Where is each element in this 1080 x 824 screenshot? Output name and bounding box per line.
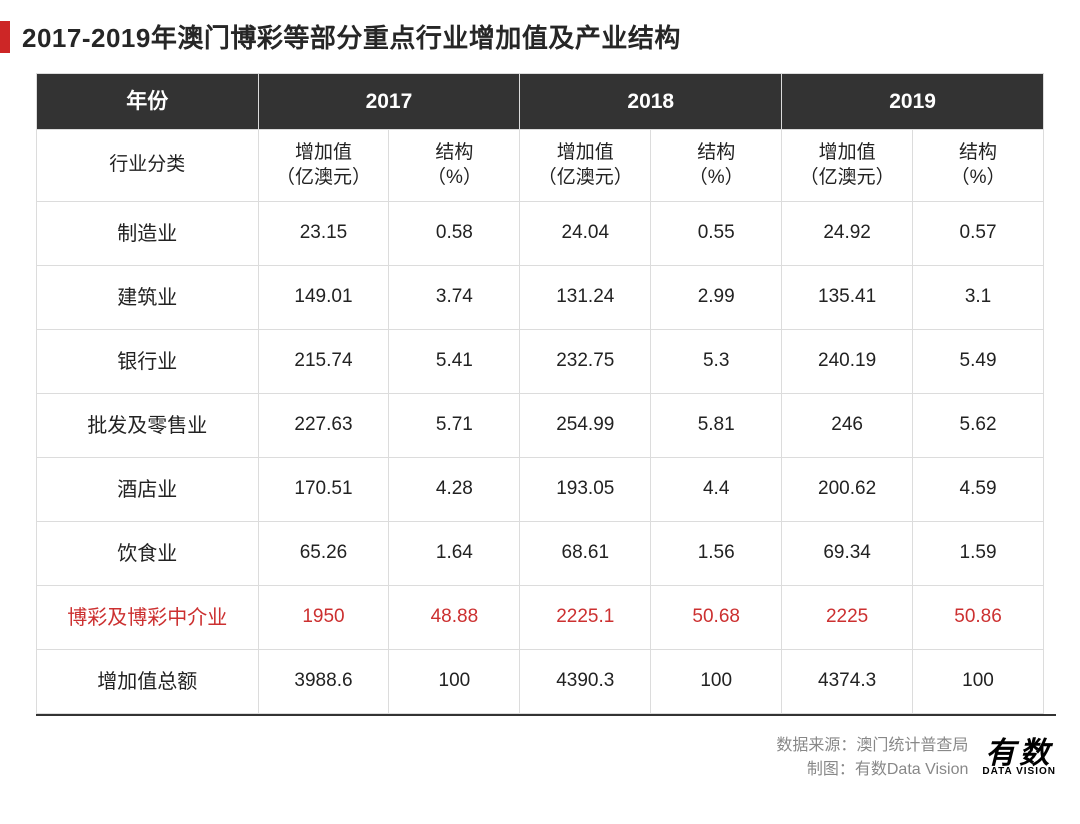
value-cell: 193.05 (520, 458, 651, 522)
pct-cell: 4.59 (913, 458, 1044, 522)
table-row: 博彩及博彩中介业195048.882225.150.68222550.86 (37, 586, 1044, 650)
pct-cell: 100 (913, 650, 1044, 714)
pct-cell: 0.58 (389, 202, 520, 266)
pct-cell: 48.88 (389, 586, 520, 650)
table-row: 饮食业65.261.6468.611.5669.341.59 (37, 522, 1044, 586)
row-label-cell: 酒店业 (37, 458, 259, 522)
header-structure-2018: 结构（%） (651, 130, 782, 202)
value-cell: 23.15 (258, 202, 389, 266)
value-cell: 131.24 (520, 266, 651, 330)
pct-cell: 5.81 (651, 394, 782, 458)
pct-cell: 100 (651, 650, 782, 714)
footer-logo-main: 有数 (985, 739, 1053, 769)
value-cell: 246 (782, 394, 913, 458)
pct-cell: 2.99 (651, 266, 782, 330)
row-label-cell: 饮食业 (37, 522, 259, 586)
value-cell: 65.26 (258, 522, 389, 586)
value-cell: 215.74 (258, 330, 389, 394)
header-year-2019: 2019 (782, 74, 1044, 130)
header-value-2019: 增加值（亿澳元） (782, 130, 913, 202)
value-cell: 135.41 (782, 266, 913, 330)
value-cell: 170.51 (258, 458, 389, 522)
value-cell: 149.01 (258, 266, 389, 330)
value-cell: 240.19 (782, 330, 913, 394)
footer-logo-sub: DATA VISION (982, 767, 1056, 777)
header-industry-label: 行业分类 (37, 130, 259, 202)
row-label-cell: 银行业 (37, 330, 259, 394)
table-row: 酒店业170.514.28193.054.4200.624.59 (37, 458, 1044, 522)
page-title: 2017-2019年澳门博彩等部分重点行业增加值及产业结构 (22, 18, 681, 55)
table-row: 银行业215.745.41232.755.3240.195.49 (37, 330, 1044, 394)
table-row: 增加值总额3988.61004390.31004374.3100 (37, 650, 1044, 714)
page-header: 2017-2019年澳门博彩等部分重点行业增加值及产业结构 (0, 0, 1080, 73)
page-footer: 数据来源：澳门统计普查局 制图：有数Data Vision 有数 DATA VI… (0, 734, 1080, 782)
value-cell: 3988.6 (258, 650, 389, 714)
header-structure-2019: 结构（%） (913, 130, 1044, 202)
row-label-cell: 制造业 (37, 202, 259, 266)
table-body: 制造业23.150.5824.040.5524.920.57建筑业149.013… (37, 202, 1044, 714)
footer-credits: 数据来源：澳门统计普查局 制图：有数Data Vision (776, 734, 968, 782)
footer-source-value: 澳门统计普查局 (856, 737, 968, 754)
value-cell: 4374.3 (782, 650, 913, 714)
industry-table: 年份 2017 2018 2019 行业分类 增加值（亿澳元） 结构（%） 增加… (36, 73, 1044, 714)
header-value-2018: 增加值（亿澳元） (520, 130, 651, 202)
value-cell: 232.75 (520, 330, 651, 394)
header-year-2017: 2017 (258, 74, 520, 130)
value-cell: 200.62 (782, 458, 913, 522)
table-row: 建筑业149.013.74131.242.99135.413.1 (37, 266, 1044, 330)
pct-cell: 4.28 (389, 458, 520, 522)
pct-cell: 0.57 (913, 202, 1044, 266)
pct-cell: 50.86 (913, 586, 1044, 650)
table-header-columns: 行业分类 增加值（亿澳元） 结构（%） 增加值（亿澳元） 结构（%） 增加值（亿… (37, 130, 1044, 202)
pct-cell: 0.55 (651, 202, 782, 266)
value-cell: 68.61 (520, 522, 651, 586)
pct-cell: 5.49 (913, 330, 1044, 394)
row-label-cell: 博彩及博彩中介业 (37, 586, 259, 650)
pct-cell: 50.68 (651, 586, 782, 650)
pct-cell: 1.64 (389, 522, 520, 586)
value-cell: 2225 (782, 586, 913, 650)
footer-credit-value: 有数Data Vision (855, 761, 969, 778)
value-cell: 24.04 (520, 202, 651, 266)
value-cell: 24.92 (782, 202, 913, 266)
header-accent-bar (0, 21, 10, 53)
pct-cell: 100 (389, 650, 520, 714)
footer-credit-label: 制图： (807, 761, 855, 778)
header-year-2018: 2018 (520, 74, 782, 130)
value-cell: 69.34 (782, 522, 913, 586)
row-label-cell: 建筑业 (37, 266, 259, 330)
value-cell: 227.63 (258, 394, 389, 458)
pct-cell: 1.59 (913, 522, 1044, 586)
footer-source-label: 数据来源： (776, 737, 856, 754)
pct-cell: 5.62 (913, 394, 1044, 458)
pct-cell: 4.4 (651, 458, 782, 522)
table-header-years: 年份 2017 2018 2019 (37, 74, 1044, 130)
table-row: 制造业23.150.5824.040.5524.920.57 (37, 202, 1044, 266)
value-cell: 1950 (258, 586, 389, 650)
header-structure-2017: 结构（%） (389, 130, 520, 202)
pct-cell: 1.56 (651, 522, 782, 586)
table-container: 年份 2017 2018 2019 行业分类 增加值（亿澳元） 结构（%） 增加… (0, 73, 1080, 714)
value-cell: 254.99 (520, 394, 651, 458)
pct-cell: 3.1 (913, 266, 1044, 330)
pct-cell: 5.3 (651, 330, 782, 394)
header-year-label: 年份 (37, 74, 259, 130)
footer-divider (36, 714, 1056, 716)
value-cell: 4390.3 (520, 650, 651, 714)
footer-credit-line: 制图：有数Data Vision (776, 758, 968, 782)
value-cell: 2225.1 (520, 586, 651, 650)
header-value-2017: 增加值（亿澳元） (258, 130, 389, 202)
pct-cell: 5.71 (389, 394, 520, 458)
row-label-cell: 批发及零售业 (37, 394, 259, 458)
footer-source-line: 数据来源：澳门统计普查局 (776, 734, 968, 758)
pct-cell: 5.41 (389, 330, 520, 394)
footer-logo: 有数 DATA VISION (982, 739, 1056, 777)
pct-cell: 3.74 (389, 266, 520, 330)
row-label-cell: 增加值总额 (37, 650, 259, 714)
table-row: 批发及零售业227.635.71254.995.812465.62 (37, 394, 1044, 458)
